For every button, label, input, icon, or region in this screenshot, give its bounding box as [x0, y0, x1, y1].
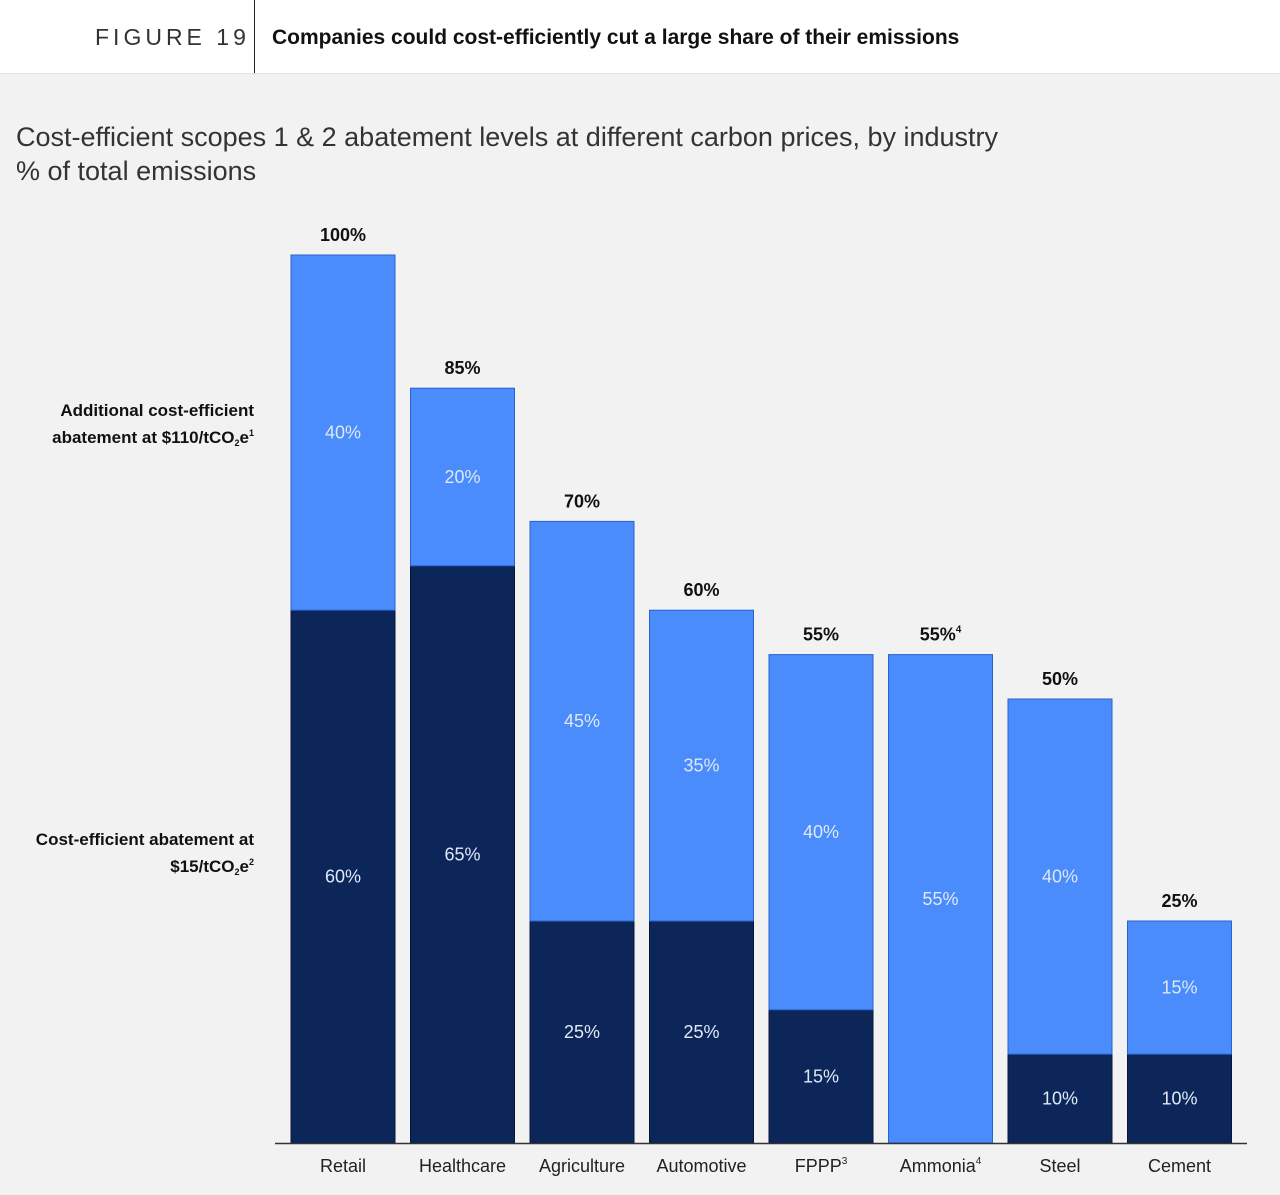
total-label-healthcare: 85% [444, 358, 480, 378]
chart-ylabel: % of total emissions [16, 156, 257, 186]
category-label-agriculture: Agriculture [539, 1156, 625, 1176]
label-base-cement: 10% [1161, 1089, 1197, 1109]
label-additional-automotive: 35% [683, 756, 719, 776]
legend-base-text: Cost-efficient abatement at $15/tCO [35, 830, 254, 876]
legend-additional-text: Additional cost-efficient abatement at $… [52, 401, 254, 447]
total-label-ammonia: 55%4 [920, 625, 962, 645]
legend-additional-sub: 2 [234, 438, 240, 448]
bar-additional-agriculture [529, 520, 635, 922]
total-label-agriculture: 70% [564, 491, 600, 511]
bar-base-agriculture [529, 920, 635, 1144]
legend-base-footnote: 2 [248, 857, 254, 867]
chart-title: Cost-efficient scopes 1 & 2 abatement le… [16, 122, 999, 152]
label-additional-retail: 40% [325, 423, 361, 443]
total-label-fppp: 55% [803, 625, 839, 645]
category-label-healthcare: Healthcare [419, 1156, 506, 1176]
figure-title: Companies could cost-efficiently cut a l… [272, 26, 960, 49]
legend-base-tail: e [239, 857, 249, 876]
category-footnote-ammonia: 4 [976, 1156, 982, 1167]
label-additional-agriculture: 45% [564, 711, 600, 731]
label-base-automotive: 25% [683, 1022, 719, 1042]
label-additional-steel: 40% [1042, 867, 1078, 887]
label-additional-healthcare: 20% [444, 467, 480, 487]
bar-additional-fppp [768, 654, 874, 1011]
bar-base-automotive [649, 920, 754, 1144]
label-additional-cement: 15% [1161, 978, 1197, 998]
total-label-steel: 50% [1042, 669, 1078, 689]
label-additional-fppp: 40% [803, 822, 839, 842]
legend-additional-footnote: 1 [248, 428, 254, 438]
header-divider [254, 0, 255, 73]
figure-number: FIGURE 19 [95, 24, 250, 50]
bar-additional-healthcare [410, 387, 515, 567]
bar-additional-retail [290, 254, 396, 611]
total-label-cement: 25% [1161, 891, 1197, 911]
category-label-cement: Cement [1148, 1156, 1211, 1176]
label-base-retail: 60% [325, 867, 361, 887]
bar-additional-automotive [649, 609, 754, 922]
label-base-steel: 10% [1042, 1089, 1078, 1109]
figure-header: FIGURE 19 Companies could cost-efficient… [0, 0, 1280, 74]
chart-subtitle: Cost-efficient scopes 1 & 2 abatement le… [16, 120, 998, 188]
legend-base-abatement: Cost-efficient abatement at $15/tCO2e2 [4, 828, 254, 884]
legend-base-sub: 2 [234, 867, 240, 877]
category-label-steel: Steel [1039, 1156, 1080, 1176]
bar-additional-cement [1127, 920, 1232, 1055]
bar-base-healthcare [410, 565, 515, 1144]
category-label-retail: Retail [320, 1156, 366, 1176]
bar-base-fppp [768, 1009, 874, 1144]
label-base-healthcare: 65% [444, 844, 480, 864]
category-label-fppp: FPPP3 [795, 1156, 848, 1176]
total-label-automotive: 60% [683, 580, 719, 600]
legend-additional-abatement: Additional cost-efficient abatement at $… [4, 399, 254, 455]
total-label-retail: 100% [320, 225, 366, 245]
legend-additional-tail: e [239, 428, 249, 447]
category-footnote-fppp: 3 [842, 1156, 848, 1167]
label-additional-ammonia: 55% [922, 889, 958, 909]
total-footnote-ammonia: 4 [956, 625, 962, 636]
label-base-agriculture: 25% [564, 1022, 600, 1042]
bar-additional-ammonia [888, 654, 993, 1144]
category-label-ammonia: Ammonia4 [900, 1156, 982, 1176]
bar-base-retail [290, 609, 396, 1144]
bar-additional-steel [1007, 698, 1113, 1055]
label-base-fppp: 15% [803, 1066, 839, 1086]
category-label-automotive: Automotive [656, 1156, 746, 1176]
